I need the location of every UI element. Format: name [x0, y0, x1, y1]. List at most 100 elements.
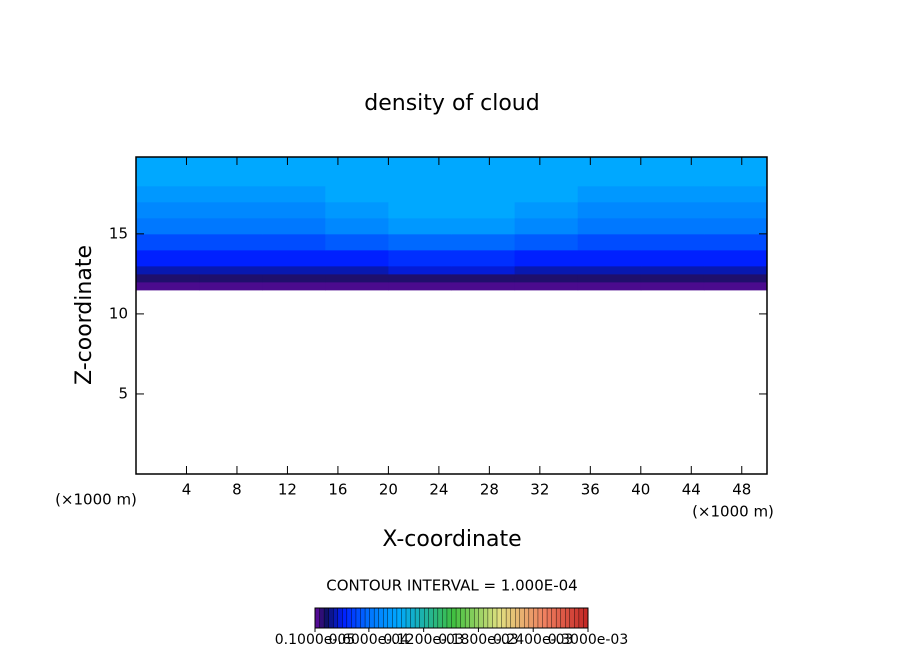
contour-cell	[514, 249, 579, 267]
contour-cell	[199, 249, 263, 267]
contour-cell	[388, 185, 452, 203]
x-tick-label: 48	[732, 481, 751, 499]
x-tick-label: 16	[328, 481, 347, 499]
x-unit: (×1000 m)	[692, 503, 774, 521]
contour-cell	[640, 273, 705, 283]
x-tick-label: 24	[429, 481, 448, 499]
colorbar-stripe	[428, 607, 434, 629]
x-tick-label: 44	[682, 481, 701, 499]
x-tick-label: 12	[278, 481, 297, 499]
contour-cell	[136, 201, 200, 219]
colorbar-stripe	[551, 607, 557, 629]
colorbar-stripe	[574, 607, 580, 629]
contour-cell	[703, 217, 768, 235]
contour-cell	[577, 281, 642, 291]
contour-cell	[451, 249, 516, 267]
contour-cell	[199, 201, 263, 219]
contour-cell	[703, 185, 768, 203]
colorbar-stripe	[505, 607, 512, 629]
chart-title: density of cloud	[364, 91, 539, 116]
colorbar-stripe	[510, 607, 516, 629]
contour-cell	[451, 185, 516, 203]
x-tick-label: 4	[182, 481, 192, 499]
colorbar-stripe	[542, 607, 548, 629]
colorbar-stripe	[414, 607, 421, 629]
contour-cell	[262, 201, 326, 219]
colorbar-stripe	[524, 607, 530, 629]
contour-cell	[577, 273, 642, 283]
contour-cell	[514, 185, 579, 203]
contour-cell	[514, 217, 579, 235]
contour-cell	[640, 201, 705, 219]
colorbar-stripe	[387, 607, 393, 629]
contour-cell	[325, 281, 389, 291]
colorbar-stripe	[328, 607, 334, 629]
colorbar-stripe	[519, 607, 525, 629]
contour-cell	[451, 265, 516, 275]
contour-cell	[136, 185, 200, 203]
contour-cell	[577, 217, 642, 235]
x-axis-label: X-coordinate	[382, 527, 521, 552]
colorbar-stripe	[424, 607, 430, 629]
contour-cell	[325, 265, 389, 275]
colorbar-stripe	[483, 607, 489, 629]
colorbar-stripe	[351, 607, 357, 629]
contour-cell	[388, 281, 452, 291]
colorbar-frame	[314, 607, 589, 629]
contour-cell	[136, 233, 200, 251]
contour-cell	[703, 273, 768, 283]
colorbar-stripe	[474, 607, 480, 629]
plot-frame	[135, 156, 768, 475]
colorbar-stripe	[401, 607, 407, 629]
colorbar-stripe	[555, 607, 562, 629]
contour-cell	[325, 201, 389, 219]
contour-cell	[451, 201, 516, 219]
contour-cell	[577, 185, 642, 203]
y-axis-label: Z-coordinate	[72, 245, 97, 385]
contour-cell	[262, 281, 326, 291]
contour-cell	[325, 217, 389, 235]
colorbar-tick-label: 0.3000e-03	[548, 632, 628, 648]
colorbar-stripe	[528, 607, 534, 629]
colorbar-stripe	[360, 607, 366, 629]
contour-cell	[388, 217, 452, 235]
colorbar-stripe	[496, 607, 503, 629]
contour-cell	[262, 157, 326, 187]
contour-cell	[577, 265, 642, 275]
colorbar-stripe	[460, 607, 466, 629]
contour-cell	[514, 201, 579, 219]
colorbar-stripe	[323, 607, 330, 629]
contour-cell	[199, 157, 263, 187]
colorbar-stripe	[364, 607, 371, 629]
contour-cell	[640, 233, 705, 251]
contour-cell	[577, 201, 642, 219]
contour-cell	[388, 273, 452, 283]
contour-cell	[388, 249, 452, 267]
contour-cell	[325, 273, 389, 283]
colorbar-stripe	[405, 607, 412, 629]
colorbar-stripe	[396, 607, 402, 629]
contour-cell	[703, 265, 768, 275]
contour-cell	[325, 157, 389, 187]
colorbar-stripe	[569, 607, 575, 629]
colorbar-stripe	[383, 607, 389, 629]
contour-cell	[199, 233, 263, 251]
contour-cell	[514, 157, 579, 187]
colorbar-stripe	[515, 607, 521, 629]
x-tick-label: 28	[480, 481, 499, 499]
colorbar-stripe	[469, 607, 475, 629]
contour-cell	[451, 157, 516, 187]
x-tick-label: 20	[379, 481, 398, 499]
colorbar-stripe	[355, 607, 362, 629]
contour-cell	[388, 265, 452, 275]
colorbar-tick-label: 0.1200e-03	[383, 632, 463, 648]
colorbar-stripe	[410, 607, 416, 629]
contour-cell	[262, 273, 326, 283]
x-tick-label: 40	[631, 481, 650, 499]
colorbar-stripe	[369, 607, 375, 629]
contour-cell	[514, 233, 579, 251]
contour-cell	[262, 217, 326, 235]
contour-cell	[136, 265, 200, 275]
y-tick-label: 15	[109, 224, 128, 242]
